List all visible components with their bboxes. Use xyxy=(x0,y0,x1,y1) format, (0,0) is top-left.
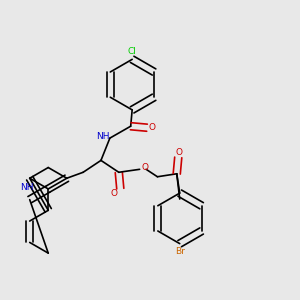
Text: Cl: Cl xyxy=(128,47,136,56)
Text: O: O xyxy=(149,123,156,132)
Text: NH: NH xyxy=(20,183,34,192)
Text: O: O xyxy=(141,163,148,172)
Text: NH: NH xyxy=(97,132,110,141)
Text: O: O xyxy=(175,148,182,157)
Text: Br: Br xyxy=(175,247,185,256)
Text: O: O xyxy=(111,190,118,199)
